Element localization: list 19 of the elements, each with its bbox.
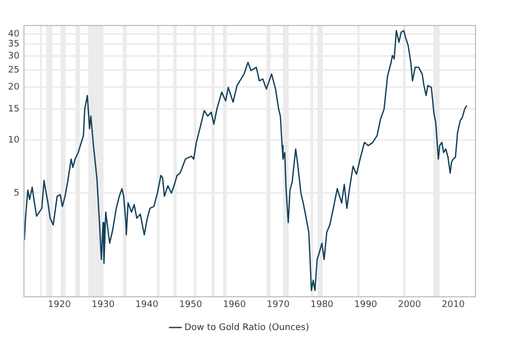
x-tick-label: 1940 [135, 300, 159, 310]
y-tick-label: 30 [8, 51, 20, 62]
y-tick-label: 15 [8, 104, 20, 114]
x-tick-label: 1930 [92, 300, 115, 310]
y-tick-label: 25 [8, 65, 20, 76]
x-tick-label: 1980 [310, 300, 334, 310]
x-tick-label: 1920 [48, 300, 72, 310]
legend-label: Dow to Gold Ratio (Ounces) [184, 322, 310, 333]
x-tick-label: 2000 [398, 300, 422, 310]
y-tick-label: 40 [8, 29, 20, 40]
y-tick-label: 10 [8, 135, 20, 146]
x-tick-label: 1960 [222, 300, 246, 310]
x-tick-label: 1970 [266, 300, 290, 310]
y-tick-label: 35 [8, 40, 20, 50]
x-tick-label: 2010 [442, 300, 465, 310]
y-tick-label: 5 [14, 188, 20, 198]
x-tick-label: 1990 [354, 300, 378, 310]
x-tick-label: 1950 [179, 300, 202, 310]
y-tick-label: 20 [8, 82, 20, 92]
